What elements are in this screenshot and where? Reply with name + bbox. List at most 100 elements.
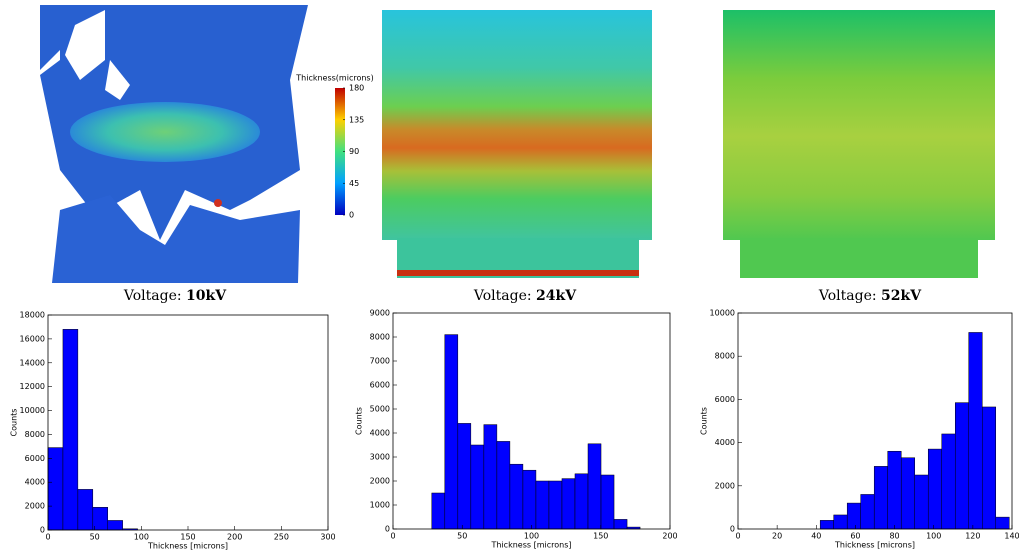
y-tick-label: 6000 [370,381,390,390]
bar [995,516,1010,530]
y-tick-label: 0 [730,525,735,534]
plot-frame [737,312,1013,530]
bar [860,494,875,530]
heatmap-24kv [382,10,652,278]
bar [535,480,550,530]
bar [846,502,861,530]
bar [92,507,108,531]
y-tick-label: 4000 [370,429,390,438]
bar [561,478,576,530]
x-axis-label: Thickness [microns] [491,541,572,550]
bar [107,520,123,531]
x-tick-label: 100 [134,533,149,542]
y-tick-label: 16000 [20,334,45,343]
caption-voltage: 52kV [881,288,922,304]
caption-label: Voltage: [473,288,532,304]
bar [431,492,446,530]
y-tick-label: 8000 [370,333,390,342]
y-tick-label: 10000 [20,406,45,415]
x-tick-label: 100 [524,532,539,541]
bar [833,514,848,530]
x-tick-label: 50 [90,533,100,542]
bar [613,519,628,530]
heatmap-10kv [40,5,308,283]
y-tick-label: 3000 [370,453,390,462]
bar [574,473,589,530]
x-tick-label: 0 [390,532,395,541]
bar [887,450,902,530]
bar [941,433,956,530]
y-tick-label: 1000 [370,501,390,510]
x-tick-label: 200 [227,533,242,542]
x-tick-label: 0 [735,532,740,541]
y-tick-label: 10000 [710,309,735,318]
bar [483,424,498,530]
y-tick-label: 0 [40,526,45,535]
x-axis-label: Thickness [microns] [834,541,915,550]
caption: Voltage: 10kV [123,288,227,304]
colorbar-tick-label: 135 [349,115,364,124]
caption: Voltage: 52kV [818,288,922,304]
colorbar-tick-label: 90 [349,147,359,156]
y-tick-label: 0 [385,525,390,534]
colorbar [335,88,345,215]
y-tick-label: 6000 [715,395,735,404]
y-tick-label: 8000 [25,430,45,439]
x-tick-label: 120 [965,532,980,541]
bar [509,463,524,530]
heatmap-52kv [723,10,995,278]
caption: Voltage: 24kV [473,288,577,304]
y-tick-label: 4000 [25,478,45,487]
bar [457,423,472,530]
bar [968,332,983,530]
caption-voltage: 10kV [186,288,227,304]
colorbar-ticks: 0 45 90 135 180 [343,84,364,220]
bar [522,469,537,530]
caption-voltage: 24kV [536,288,577,304]
y-tick-label: 18000 [20,311,45,320]
x-tick-label: 140 [1004,532,1019,541]
x-tick-label: 60 [850,532,860,541]
bar [62,329,79,531]
bar [927,448,942,530]
bar [444,334,459,530]
bar [900,457,915,530]
x-tick-label: 200 [662,532,677,541]
x-tick-label: 250 [274,533,289,542]
colorbar-tick-label: 0 [349,211,354,220]
x-tick-label: 0 [45,533,50,542]
bar [600,474,615,530]
y-tick-label: 2000 [25,502,45,511]
bar [954,402,969,530]
colorbar-tick-label: 45 [349,179,359,188]
bar [819,520,834,530]
colorbar-label: Thickness(microns) [295,74,373,83]
y-tick-label: 12000 [20,382,45,391]
bar [470,444,485,530]
x-tick-label: 150 [593,532,608,541]
y-tick-label: 6000 [25,454,45,463]
caption-label: Voltage: [818,288,877,304]
bar [587,443,602,530]
x-tick-label: 40 [811,532,821,541]
y-tick-label: 14000 [20,358,45,367]
y-axis-label: Counts [700,407,709,435]
y-tick-label: 7000 [370,357,390,366]
bar [982,406,997,530]
y-tick-label: 9000 [370,309,390,318]
y-tick-label: 2000 [370,477,390,486]
bar [873,466,888,530]
bar [914,474,929,530]
y-axis-label: Counts [10,409,19,437]
y-tick-label: 4000 [715,438,735,447]
x-tick-label: 150 [180,533,195,542]
caption-label: Voltage: [123,288,182,304]
y-tick-label: 5000 [370,405,390,414]
y-tick-label: 8000 [715,352,735,361]
x-tick-label: 20 [772,532,782,541]
bar [548,480,563,530]
x-tick-label: 50 [457,532,467,541]
x-tick-label: 100 [926,532,941,541]
